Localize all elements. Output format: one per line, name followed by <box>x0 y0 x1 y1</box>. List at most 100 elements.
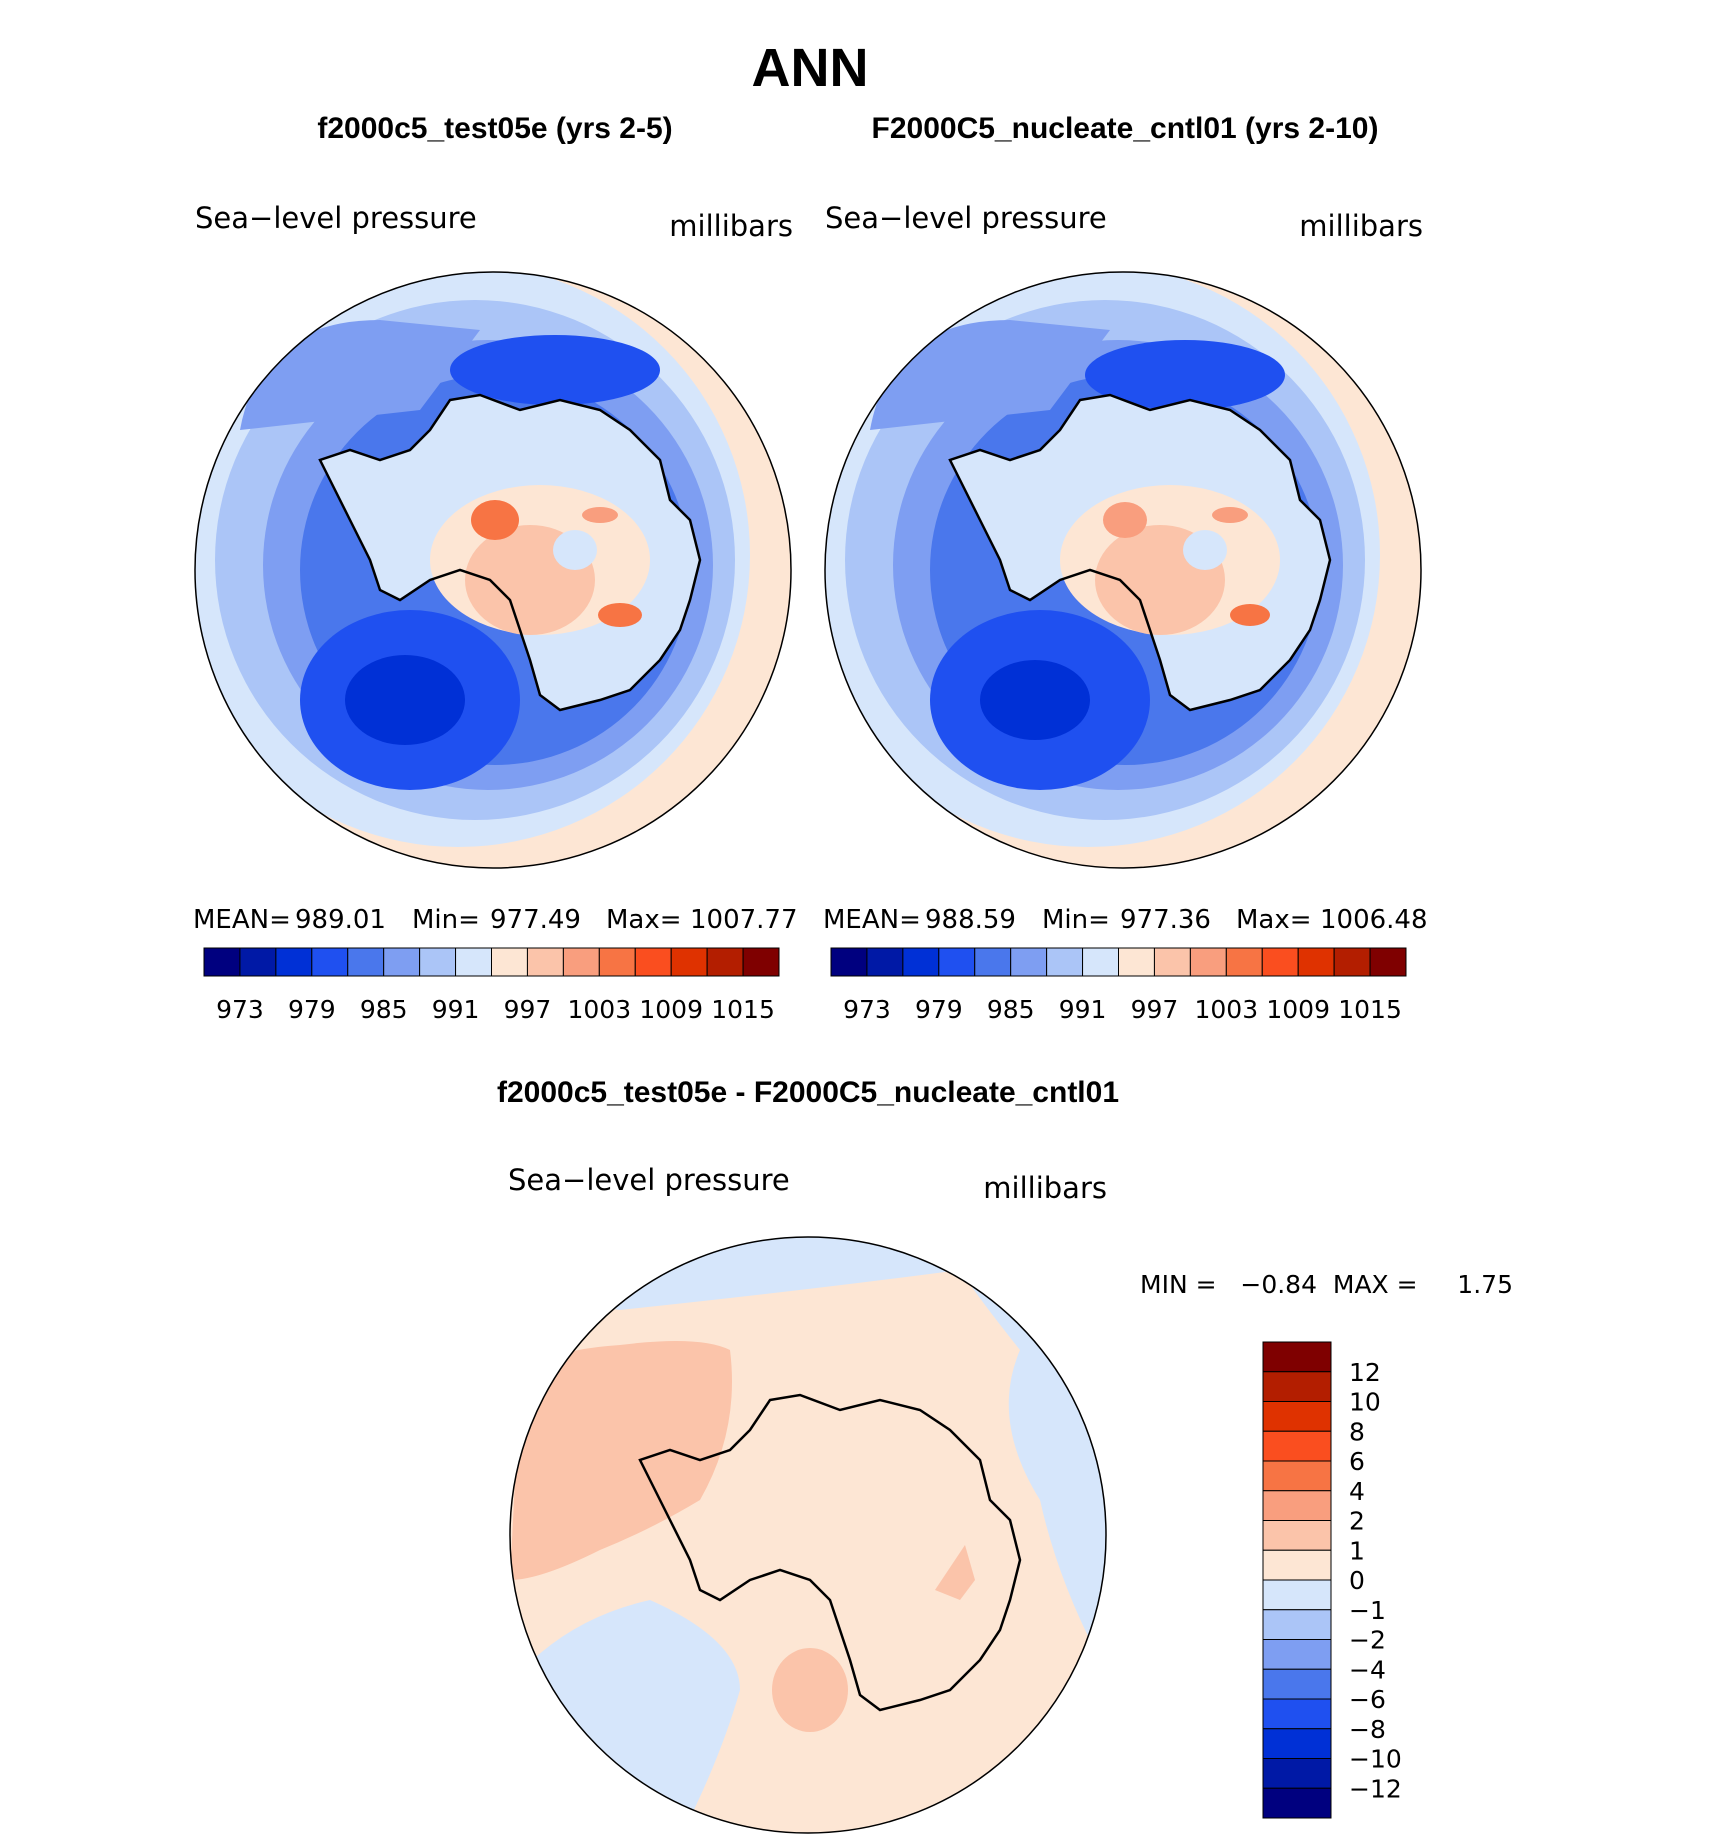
difference-contour-positive-west <box>510 1341 732 1580</box>
panel2-colorbar-box-6 <box>1046 947 1084 977</box>
difference-title: f2000c5_test05e - F2000C5_nucleate_cntl0… <box>497 1076 1119 1109</box>
panel1-colorbar-box-8 <box>491 947 528 977</box>
panel1-units-label: millibars <box>669 209 793 243</box>
panel2-map <box>825 272 1421 868</box>
panel1-contour-low-north <box>450 335 660 405</box>
panel2-colorbar-box-7 <box>1082 947 1120 977</box>
panel2-colorbar-box-10 <box>1189 947 1227 977</box>
difference-map <box>510 1237 1106 1833</box>
panel1-colorbar-box-0 <box>203 947 241 977</box>
panel1-max-value: 1007.77 <box>690 905 798 935</box>
panel1-contour-high-west <box>471 500 519 540</box>
difference-colorbar-label: −6 <box>1349 1685 1386 1714</box>
panel1-map <box>195 272 791 868</box>
panel1-colorbar-box-10 <box>562 947 600 977</box>
difference-colorbar-box-15 <box>1262 1787 1332 1819</box>
panel1-case-title: f2000c5_test05e (yrs 2-5) <box>317 112 672 145</box>
panel2-colorbar-box-14 <box>1333 947 1371 977</box>
panel1-colorbar-tick-label: 1015 <box>711 995 775 1024</box>
panel1-mean-label: MEAN= <box>193 905 291 935</box>
panel2-colorbar-tick-label: 997 <box>1131 995 1179 1024</box>
panel1-colorbar-tick-label: 997 <box>504 995 552 1024</box>
panel2-colorbar-box-8 <box>1118 947 1155 977</box>
panel2-min-value: 977.36 <box>1120 905 1211 935</box>
panel2-colorbar-tick-label: 973 <box>843 995 891 1024</box>
panel2-min-label: Min= <box>1042 905 1110 935</box>
panel1-contour-high-north <box>582 507 618 523</box>
panel1-colorbar-box-2 <box>275 947 313 977</box>
difference-colorbar-box-4 <box>1262 1460 1332 1492</box>
panel1-contour-low-core <box>345 655 465 745</box>
difference-colorbar-box-9 <box>1262 1609 1332 1640</box>
difference-contour-positive-south <box>772 1648 848 1732</box>
panel1-colorbar-tick-label: 973 <box>216 995 264 1024</box>
panel1-colorbar-box-12 <box>634 947 672 977</box>
panel2-colorbar <box>830 947 1407 977</box>
panel1-colorbar-tick-label: 1003 <box>567 995 631 1024</box>
panel2-colorbar-box-12 <box>1261 947 1299 977</box>
panel2-case-title: F2000C5_nucleate_cntl01 (yrs 2-10) <box>872 112 1379 145</box>
panel2-contour-low-north <box>1085 340 1285 410</box>
panel1-colorbar-box-14 <box>706 947 744 977</box>
panel2-contour-ridge <box>870 320 1110 430</box>
panel2-colorbar-box-15 <box>1369 947 1407 977</box>
panel1-mean-value: 989.01 <box>295 905 386 935</box>
difference-colorbar-box-7 <box>1262 1549 1332 1581</box>
difference-colorbar-box-3 <box>1262 1430 1332 1462</box>
panel2-units-label: millibars <box>1299 209 1423 243</box>
difference-colorbar-box-1 <box>1262 1371 1332 1402</box>
panel1-colorbar-tick-label: 1009 <box>639 995 703 1024</box>
panel1-contour-ridge <box>240 320 480 430</box>
panel2-colorbar-ticks: 973 979 985 991 997 1003 1009 1015 <box>843 995 1402 1024</box>
difference-colorbar-label: 8 <box>1349 1417 1365 1446</box>
panel1-colorbar-tick-label: 979 <box>288 995 336 1024</box>
panel1-colorbar-tick-label: 991 <box>432 995 480 1024</box>
panel1-contour-high-east <box>598 603 642 627</box>
panel2-colorbar-box-5 <box>1010 947 1048 977</box>
panel1-colorbar-box-7 <box>455 947 492 977</box>
difference-colorbar-label: −4 <box>1349 1655 1386 1684</box>
difference-colorbar-label: 6 <box>1349 1447 1365 1476</box>
panel2-colorbar-box-11 <box>1225 947 1263 977</box>
panel2-colorbar-box-4 <box>974 947 1012 977</box>
difference-variable-label: Sea−level pressure <box>508 1163 790 1197</box>
panel2-colorbar-box-3 <box>938 947 976 977</box>
panel2-mean-label: MEAN= <box>823 905 921 935</box>
difference-colorbar-box-2 <box>1262 1401 1332 1432</box>
difference-colorbar-label: −2 <box>1349 1626 1386 1655</box>
panel2-colorbar-box-9 <box>1153 947 1191 977</box>
panel1-colorbar-box-4 <box>347 947 385 977</box>
panel2-colorbar-box-0 <box>830 947 868 977</box>
difference-colorbar-label: −10 <box>1349 1745 1402 1774</box>
panel1-colorbar-box-13 <box>670 947 708 977</box>
panel2-max-value: 1006.48 <box>1320 905 1428 935</box>
panel1-colorbar-box-9 <box>526 947 564 977</box>
panel1-colorbar-box-5 <box>383 947 421 977</box>
panel2-colorbar-tick-label: 985 <box>987 995 1035 1024</box>
difference-colorbar-box-11 <box>1262 1668 1332 1700</box>
panel2-mean-value: 988.59 <box>925 905 1016 935</box>
panel1-variable-label: Sea−level pressure <box>195 201 477 235</box>
difference-colorbar-box-12 <box>1262 1698 1332 1730</box>
panel1-colorbar-box-15 <box>742 947 780 977</box>
panel1-colorbar-tick-label: 985 <box>360 995 408 1024</box>
difference-colorbar-box-14 <box>1262 1758 1332 1789</box>
panel2-colorbar-tick-label: 1015 <box>1338 995 1402 1024</box>
panel2-colorbar-tick-label: 979 <box>915 995 963 1024</box>
difference-contour-positive-east <box>935 1545 975 1600</box>
panel1-min-value: 977.49 <box>490 905 581 935</box>
panel1-colorbar <box>203 947 780 977</box>
panel2-contour-low-pocket <box>1183 530 1227 570</box>
panel2-contour-high-east <box>1230 604 1270 626</box>
difference-colorbar-label: 10 <box>1349 1388 1381 1417</box>
panel1-min-label: Min= <box>412 905 480 935</box>
season-title: ANN <box>752 38 869 98</box>
difference-colorbar-label: 2 <box>1349 1507 1365 1536</box>
difference-colorbar-box-0 <box>1262 1341 1332 1373</box>
difference-colorbar-label: 4 <box>1349 1477 1365 1506</box>
panel2-colorbar-box-2 <box>902 947 940 977</box>
panel1-colorbar-box-11 <box>598 947 636 977</box>
panel2-colorbar-box-13 <box>1297 947 1335 977</box>
